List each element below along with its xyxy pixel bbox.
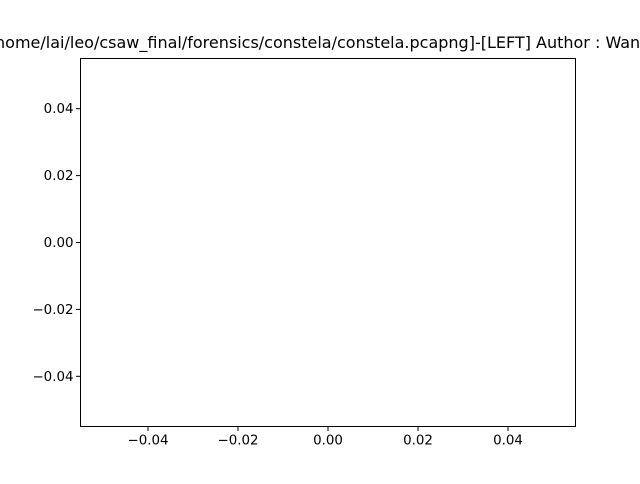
y-tick-label: −0.04 — [32, 370, 73, 385]
y-tick-label: 0.02 — [44, 169, 74, 184]
x-tick-label: 0.02 — [403, 434, 433, 449]
x-tick-label: 0.00 — [313, 434, 343, 449]
y-tick-label: 0.00 — [44, 236, 74, 251]
x-tick-label: −0.02 — [217, 434, 258, 449]
y-tick-label: −0.02 — [32, 303, 73, 318]
chart-title: /home/lai/leo/csaw_final/forensics/const… — [0, 33, 640, 52]
x-axis-ticks: −0.04 −0.02 0.00 0.02 0.04 — [127, 426, 523, 449]
x-tick-label: 0.04 — [493, 434, 523, 449]
plot-frame — [80, 58, 576, 427]
x-tick-label: −0.04 — [127, 434, 168, 449]
y-axis-ticks: −0.04 −0.02 0.00 0.02 0.04 — [32, 102, 81, 385]
y-tick-label: 0.04 — [44, 102, 74, 117]
